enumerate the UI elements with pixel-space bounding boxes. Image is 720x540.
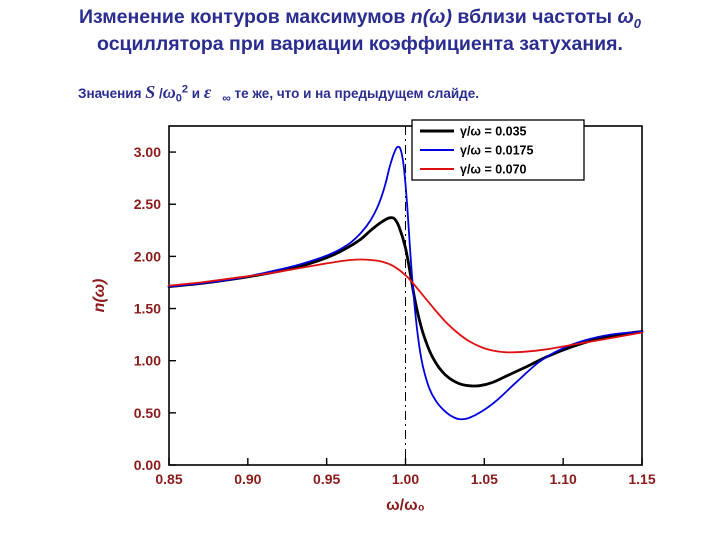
x-tick-label: 0.85	[155, 471, 182, 487]
x-tick-label: 1.00	[392, 471, 419, 487]
y-tick-label: 0.00	[134, 457, 161, 473]
title-text-2: вблизи частоты	[451, 6, 618, 28]
series-line-1	[168, 145, 643, 421]
y-tick-label: 0.50	[134, 405, 161, 421]
x-tick-label: 1.05	[471, 471, 498, 487]
subtitle-epsilon-symbol: ε	[203, 82, 212, 102]
subtitle-and: и	[188, 86, 204, 101]
title-line2: осциллятора при вариации коэффициента за…	[97, 33, 623, 56]
subtitle-omega-sub: 0	[175, 92, 182, 105]
x-tick-label: 1.15	[628, 471, 655, 487]
y-tick-label: 1.50	[134, 301, 161, 317]
subtitle-tail: те же, что и на предыдущем слайде.	[230, 86, 479, 101]
y-tick-label: 1.00	[134, 353, 161, 369]
y-tick-label: 3.00	[134, 144, 161, 160]
subtitle-slash: /	[155, 86, 163, 101]
title-omega-symbol: ω	[617, 6, 634, 28]
legend-entry-label-2: γ/ω = 0.070	[460, 163, 527, 177]
y-tick-label: 2.00	[134, 248, 161, 264]
legend-entry-label-1: γ/ω = 0.0175	[460, 144, 534, 158]
subtitle-omega-symbol: ω	[162, 82, 176, 102]
subtitle-infinity-sub: ∞	[222, 90, 231, 105]
legend-entry-label-0: γ/ω = 0.035	[460, 125, 527, 139]
subtitle-omega-sup: 2	[181, 83, 189, 96]
x-tick-label: 0.95	[313, 471, 340, 487]
chart: 0.85 0.90 0.95 1.00 1.05 1.10 1.15 0.00 0.50 1.00…	[91, 119, 656, 514]
x-axis-title: ω/ω₀	[386, 497, 425, 514]
subtitle: Значения S /ω02 и ε ∞ те же, что и на пре…	[78, 82, 479, 105]
y-tick-label: 2.50	[134, 196, 161, 212]
y-axis-title: n(ω)	[91, 279, 108, 313]
subtitle-s-symbol: S	[145, 82, 156, 102]
x-tick-label: 0.90	[234, 471, 261, 487]
title-text-1: Изменение контуров максимумов	[79, 6, 411, 28]
slide-title: Изменение контуров максимумов n(ω) вблиз…	[0, 5, 720, 58]
subtitle-lead: Значения	[78, 86, 146, 101]
x-tick-label: 1.10	[550, 471, 577, 487]
title-n-omega: n(ω)	[410, 6, 452, 28]
series-line-2	[168, 258, 643, 354]
title-omega-subscript: 0	[633, 15, 641, 31]
